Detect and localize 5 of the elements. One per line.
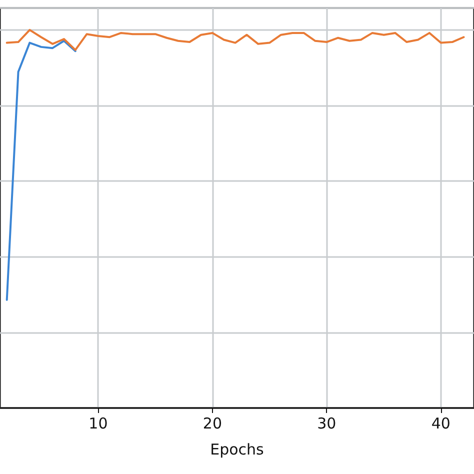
x-tick-label: 30: [317, 414, 336, 432]
x-tick-label: 40: [431, 414, 450, 432]
x-tick-label: 10: [88, 414, 108, 432]
x-tick-label: 20: [202, 414, 222, 432]
x-axis-title: Epochs: [210, 440, 264, 458]
